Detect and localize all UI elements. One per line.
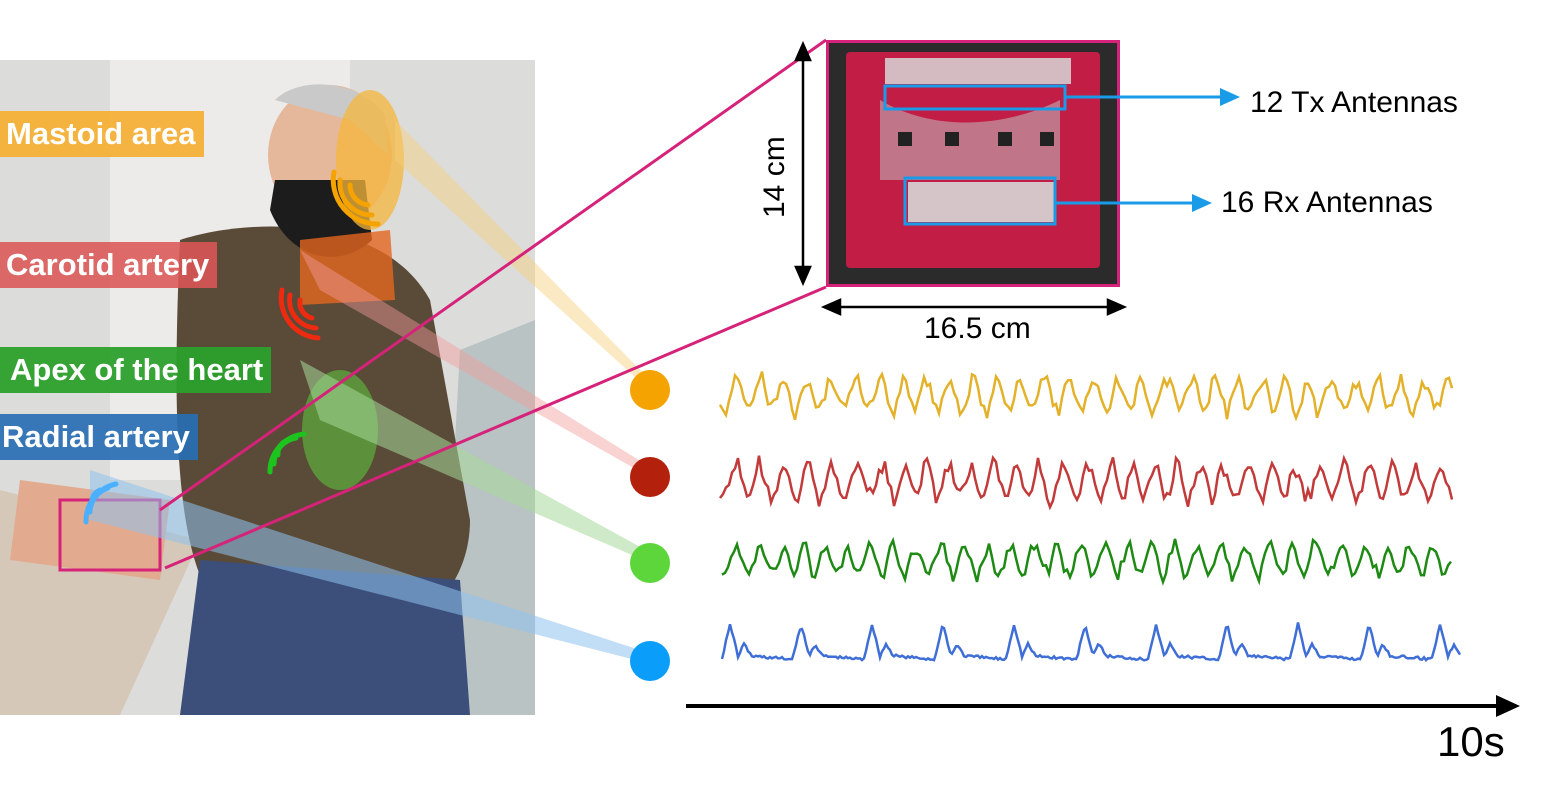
- mastoid-area-label: Mastoid area: [0, 111, 204, 157]
- mastoid-beam: [395, 120, 655, 395]
- carotid-marker-dot: [630, 457, 670, 497]
- time-axis-label: 10s: [1437, 718, 1505, 765]
- radial-beam: [90, 470, 655, 665]
- apex-beam: [300, 360, 655, 565]
- time-axis-arrow: [686, 695, 1520, 717]
- zoom-connector-top: [159, 38, 827, 512]
- rx-arrow: [1056, 194, 1212, 212]
- apex-marker-dot: [630, 543, 670, 583]
- mastoid-marker-dot: [630, 370, 670, 410]
- rx-antenna-box: [903, 176, 1057, 226]
- mastoid-waveform: [718, 371, 1454, 422]
- zoom-connector-bottom: [164, 285, 827, 570]
- height-dimension-arrow: [794, 40, 812, 287]
- radial-artery-label: Radial artery: [0, 414, 198, 460]
- radial-waveform: [720, 622, 1462, 663]
- width-dimension-arrow: [820, 298, 1128, 316]
- carotid-beam: [300, 250, 655, 480]
- board-width-label: 16.5 cm: [924, 312, 1031, 345]
- tx-antennas-label: 12 Tx Antennas: [1250, 86, 1458, 119]
- apex-heart-label: Apex of the heart: [0, 347, 272, 393]
- apex-waveform: [721, 536, 1452, 586]
- tx-arrow: [1066, 88, 1240, 106]
- board-height-label: 14 cm: [758, 136, 791, 218]
- radial-marker-dot: [630, 641, 670, 681]
- tx-antenna-box: [883, 84, 1067, 111]
- wireless-signal-icon: [83, 169, 381, 525]
- rx-antennas-label: 16 Rx Antennas: [1221, 186, 1433, 219]
- carotid-artery-label: Carotid artery: [0, 242, 218, 288]
- radar-board-image: [826, 40, 1120, 287]
- carotid-waveform: [719, 454, 1454, 511]
